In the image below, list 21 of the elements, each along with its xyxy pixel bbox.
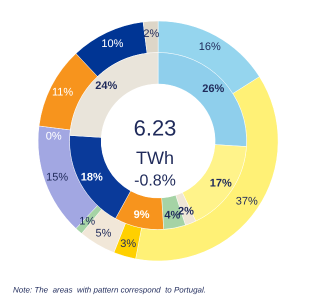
data-label: 4% [164, 209, 180, 222]
data-label: 3% [120, 238, 136, 250]
data-label: 9% [134, 208, 150, 221]
text: TWh [136, 148, 174, 168]
text: -0.8% [134, 172, 176, 190]
data-label: 37% [236, 195, 258, 208]
data-label: 24% [95, 80, 118, 92]
data-label: 2% [143, 28, 160, 40]
text: 0% [46, 130, 62, 143]
data-label: 26% [202, 83, 225, 96]
data-label: 16% [198, 41, 221, 54]
data-label: 1% [79, 215, 96, 228]
text: 6.23 [134, 116, 176, 140]
data-label: 15% [46, 171, 68, 184]
data-label: 2% [178, 205, 194, 218]
data-label: 18% [80, 171, 103, 184]
text: Note: The areas with pattern correspond to Portugal. [13, 286, 206, 294]
data-label: 17% [210, 178, 232, 190]
data-label: 10% [101, 38, 124, 50]
data-label: 11% [52, 86, 74, 98]
data-label: 5% [96, 227, 112, 240]
